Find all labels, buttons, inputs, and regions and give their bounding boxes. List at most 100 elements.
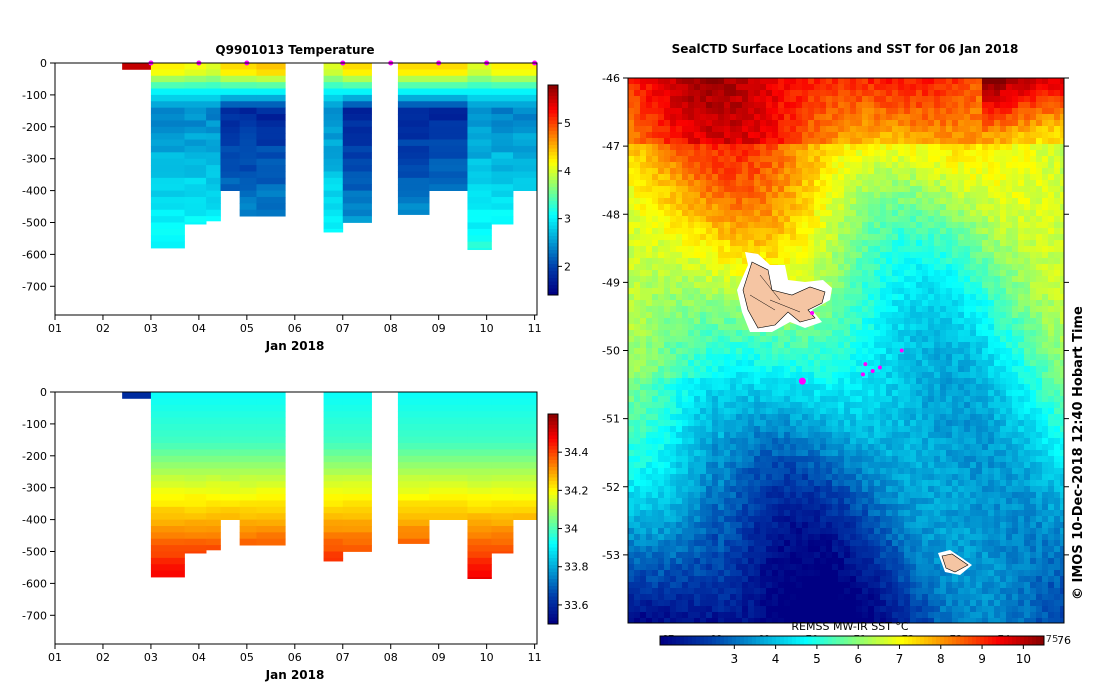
sst-cell: [928, 180, 935, 187]
sst-cell: [934, 186, 941, 193]
sst-cell: [700, 180, 707, 187]
profile-cell: [220, 506, 241, 514]
colorbar-swatch: [548, 291, 558, 296]
sst-cell: [724, 108, 731, 115]
profile-cell: [323, 513, 344, 520]
sst-cell: [1030, 312, 1037, 319]
profile-cell: [429, 126, 468, 134]
sst-cell: [958, 156, 965, 163]
sst-cell: [754, 246, 761, 253]
profile-cell: [150, 184, 185, 191]
x-tick-label: 05: [240, 322, 254, 335]
sst-cell: [1024, 162, 1031, 169]
sst-cell: [916, 390, 923, 397]
sst-cell: [940, 78, 947, 85]
sst-cell: [640, 84, 647, 91]
sst-cell: [790, 168, 797, 175]
sst-cell: [712, 366, 719, 373]
profile-cell: [184, 133, 207, 140]
sst-cell: [934, 228, 941, 235]
profile-cell: [206, 139, 221, 147]
sst-cell: [694, 408, 701, 415]
sst-cell: [1048, 144, 1055, 151]
sst-cell: [838, 150, 845, 157]
sst-cell: [1048, 342, 1055, 349]
y-tick-label: -200: [22, 450, 47, 463]
sst-cell: [688, 108, 695, 115]
profile-cell: [342, 139, 372, 147]
profile-7: [323, 63, 344, 233]
sst-cell: [844, 258, 851, 265]
sst-cell: [754, 150, 761, 157]
sst-cell: [736, 84, 743, 91]
sst-cell: [766, 222, 773, 229]
sst-cell: [856, 276, 863, 283]
sst-cell: [664, 228, 671, 235]
sst-cell: [976, 96, 983, 103]
sst-cell: [880, 318, 887, 325]
sst-cell: [682, 186, 689, 193]
sst-cell: [1036, 228, 1043, 235]
sst-cell: [790, 372, 797, 379]
profile-cell: [429, 177, 468, 185]
sst-cell: [904, 150, 911, 157]
sst-cell: [952, 270, 959, 277]
sst-cell: [904, 288, 911, 295]
salinity-profiles: [122, 392, 537, 580]
sst-cell: [742, 192, 749, 199]
sst-cell: [670, 348, 677, 355]
sst-cell: [976, 264, 983, 271]
sst-cell: [748, 126, 755, 133]
sst-cell: [946, 84, 953, 91]
sst-cell: [688, 264, 695, 271]
sst-cell: [928, 186, 935, 193]
profile-cell: [342, 449, 372, 457]
sst-cell: [856, 120, 863, 127]
sst-cell: [832, 156, 839, 163]
sst-cell: [1000, 174, 1007, 181]
sst-cell: [880, 390, 887, 397]
sst-cell: [844, 390, 851, 397]
sst-cell: [868, 96, 875, 103]
sst-cell: [916, 246, 923, 253]
profile-cell: [323, 126, 344, 134]
profile-0: [122, 63, 152, 70]
profile-cell: [220, 474, 241, 482]
sst-cell: [670, 162, 677, 169]
sst-cell: [748, 216, 755, 223]
sst-cell: [628, 276, 635, 283]
sst-cell: [994, 96, 1001, 103]
profile-cell: [491, 411, 514, 418]
sst-cell: [928, 210, 935, 217]
sst-cell: [784, 114, 791, 121]
sst-cell: [814, 306, 821, 313]
sst-cell: [844, 96, 851, 103]
sst-cell: [784, 138, 791, 145]
sst-cell: [1018, 390, 1025, 397]
sst-cell: [754, 336, 761, 343]
sst-cell: [976, 270, 983, 277]
sst-cell: [994, 108, 1001, 115]
sst-cell: [628, 252, 635, 259]
sst-cell: [784, 372, 791, 379]
sst-cell: [1036, 108, 1043, 115]
sst-cell: [652, 96, 659, 103]
sst-cell: [940, 390, 947, 397]
sst-cell: [1042, 180, 1049, 187]
sst-cell: [772, 372, 779, 379]
sst-cell: [928, 78, 935, 85]
profile-cell: [239, 126, 257, 134]
profile-cell: [150, 506, 185, 514]
sst-cell: [922, 312, 929, 319]
sst-cell: [862, 90, 869, 97]
sst-cell: [1060, 342, 1064, 349]
sst-cell: [760, 90, 767, 97]
sst-cell: [772, 186, 779, 193]
sst-cell: [976, 240, 983, 247]
sst-cell: [940, 348, 947, 355]
sst-cell: [1060, 366, 1064, 373]
sst-cell: [670, 408, 677, 415]
sst-cell: [958, 228, 965, 235]
sst-cell: [814, 402, 821, 409]
sst-cell: [802, 264, 809, 271]
